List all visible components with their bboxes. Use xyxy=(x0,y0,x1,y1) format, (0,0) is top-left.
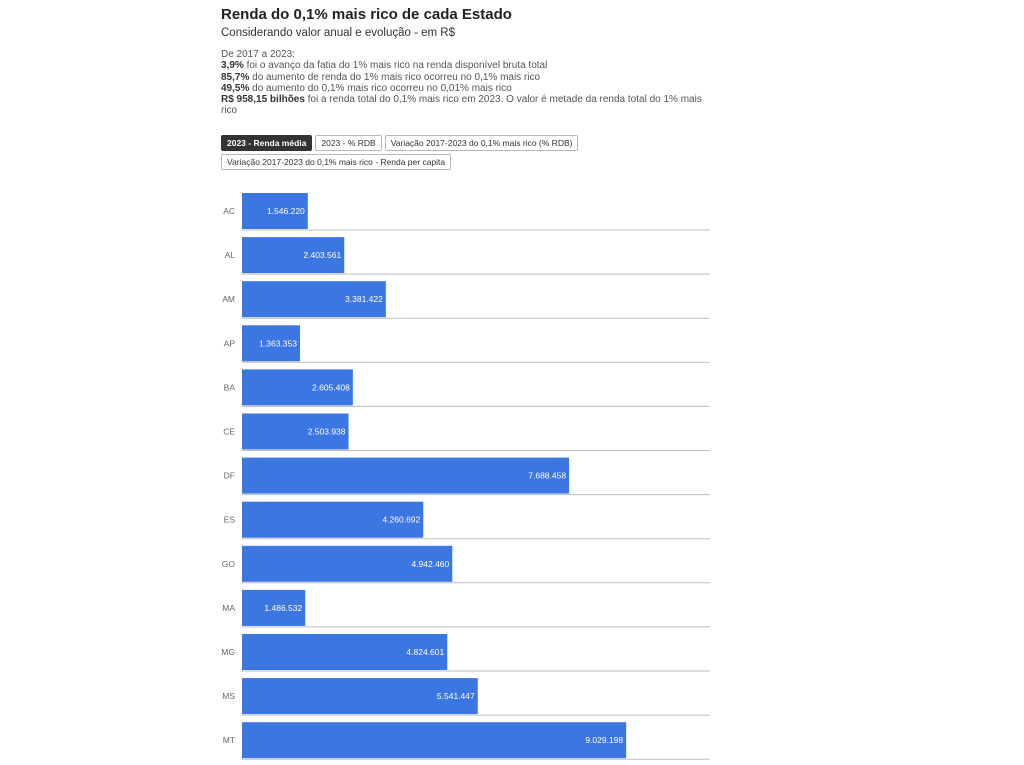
category-label: MT xyxy=(223,735,235,745)
value-label: 4.942.460 xyxy=(411,559,449,569)
category-label: CE xyxy=(223,427,235,437)
value-label: 3.381.422 xyxy=(345,294,383,304)
category-label: GO xyxy=(222,559,236,569)
bar-am[interactable] xyxy=(242,281,386,318)
description-highlight: 85,7% xyxy=(221,71,250,83)
description-intro: De 2017 a 2023: xyxy=(221,49,295,60)
bar-al[interactable] xyxy=(242,237,345,274)
description-text: foi a renda total do 0,1% mais rico em 2… xyxy=(221,94,702,117)
bar-ma[interactable] xyxy=(242,589,306,626)
view-tabs: 2023 - Renda média 2023 - % RDB Variação… xyxy=(221,135,721,170)
tab-variacao-rdb[interactable]: Variação 2017-2023 do 0,1% mais rico (% … xyxy=(384,135,579,151)
bar-mg[interactable] xyxy=(242,634,448,670)
bar-go[interactable] xyxy=(242,545,453,582)
category-label: AM xyxy=(222,294,235,304)
category-label: MA xyxy=(222,603,235,613)
bar-ce[interactable] xyxy=(242,413,349,450)
tab-2023-renda-media[interactable]: 2023 - Renda média xyxy=(221,135,313,151)
tab-2023-rdb[interactable]: 2023 - % RDB xyxy=(315,135,382,151)
category-label: AC xyxy=(223,206,235,216)
tab-variacao-renda-per-capita[interactable]: Variação 2017-2023 do 0,1% mais rico - R… xyxy=(221,154,452,170)
category-label: MG xyxy=(221,647,235,657)
description-highlight: 3,9% xyxy=(221,60,244,72)
value-label: 2.503.938 xyxy=(308,427,346,437)
chart-subtitle: Considerando valor anual e evolução - em… xyxy=(221,27,455,39)
description-line: 49,5% do aumento do 0,1% mais rico ocorr… xyxy=(221,83,716,94)
value-label: 1.486.532 xyxy=(264,603,302,613)
chart-title: Renda do 0,1% mais rico de cada Estado xyxy=(221,6,512,23)
chart-description: De 2017 a 2023: 3,9% foi o avanço da fat… xyxy=(221,49,716,117)
description-line: 3,9% foi o avanço da fatia do 1% mais ri… xyxy=(221,60,716,71)
value-label: 7.688.458 xyxy=(528,471,566,481)
description-text: foi o avanço da fatia do 1% mais rico na… xyxy=(243,60,548,72)
bar-ms[interactable] xyxy=(242,678,478,715)
category-label: BA xyxy=(224,382,236,392)
bar-ac[interactable] xyxy=(242,193,308,229)
description-text: do aumento de renda do 1% mais rico ocor… xyxy=(249,71,541,83)
category-label: AL xyxy=(225,250,236,260)
bar-ba[interactable] xyxy=(242,369,353,406)
category-label: ES xyxy=(224,515,236,525)
value-label: 4.824.601 xyxy=(406,647,444,657)
category-label: MS xyxy=(222,691,235,701)
description-highlight: R$ 958,15 bilhões xyxy=(221,94,305,106)
description-line: R$ 958,15 bilhões foi a renda total do 0… xyxy=(221,94,716,117)
description-highlight: 49,5% xyxy=(221,82,250,94)
bar-es[interactable] xyxy=(242,501,424,538)
description-line: 85,7% do aumento de renda do 1% mais ric… xyxy=(221,72,716,83)
bar-mt[interactable] xyxy=(242,722,627,759)
bar-ap[interactable] xyxy=(242,325,301,362)
category-label: AP xyxy=(224,338,236,348)
value-label: 4.260.692 xyxy=(382,515,420,525)
category-label: DF xyxy=(224,471,235,481)
value-label: 2.403.561 xyxy=(303,250,341,260)
description-text: do aumento do 0,1% mais rico ocorreu no … xyxy=(249,82,512,94)
value-label: 1.546.220 xyxy=(267,206,305,216)
value-label: 2.605.408 xyxy=(312,382,350,392)
bar-df[interactable] xyxy=(242,457,570,494)
value-label: 5.541.447 xyxy=(437,691,475,701)
value-label: 9.029.198 xyxy=(585,735,623,745)
value-label: 1.363.353 xyxy=(259,338,297,348)
